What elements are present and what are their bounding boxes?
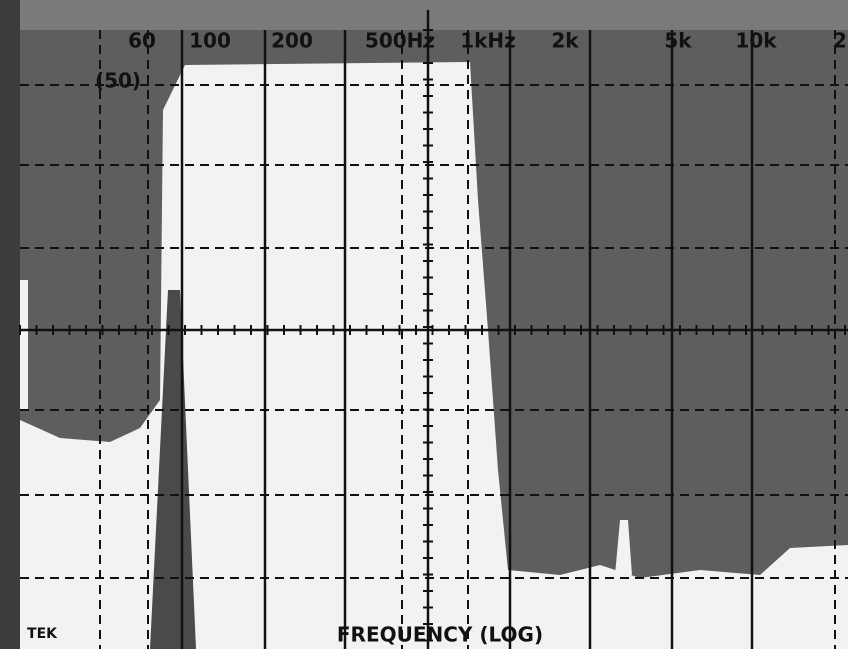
graticule	[20, 10, 848, 649]
level-label: (50)	[95, 69, 141, 93]
scale-label: 2	[833, 29, 847, 53]
spectrum-spike	[20, 280, 28, 410]
scale-label: 100	[189, 29, 231, 53]
brand-label: TEK	[27, 626, 58, 642]
graticule-ticks	[19, 29, 846, 642]
scale-label: 5k	[664, 29, 692, 53]
scale-label: 500Hz	[365, 29, 435, 53]
axis-label: FREQUENCY (LOG)	[337, 623, 543, 647]
scale-label: 10k	[735, 29, 777, 53]
spectrum-white	[20, 62, 848, 649]
spectrum-notch	[150, 290, 196, 649]
scale-label: 200	[271, 29, 313, 53]
scale-label: 60	[128, 29, 156, 53]
scale-label: 1kHz	[460, 29, 516, 53]
top-glare	[0, 0, 848, 30]
left-edge	[0, 0, 20, 649]
spectrum-peak	[615, 520, 632, 575]
scale-label: 2k	[551, 29, 579, 53]
